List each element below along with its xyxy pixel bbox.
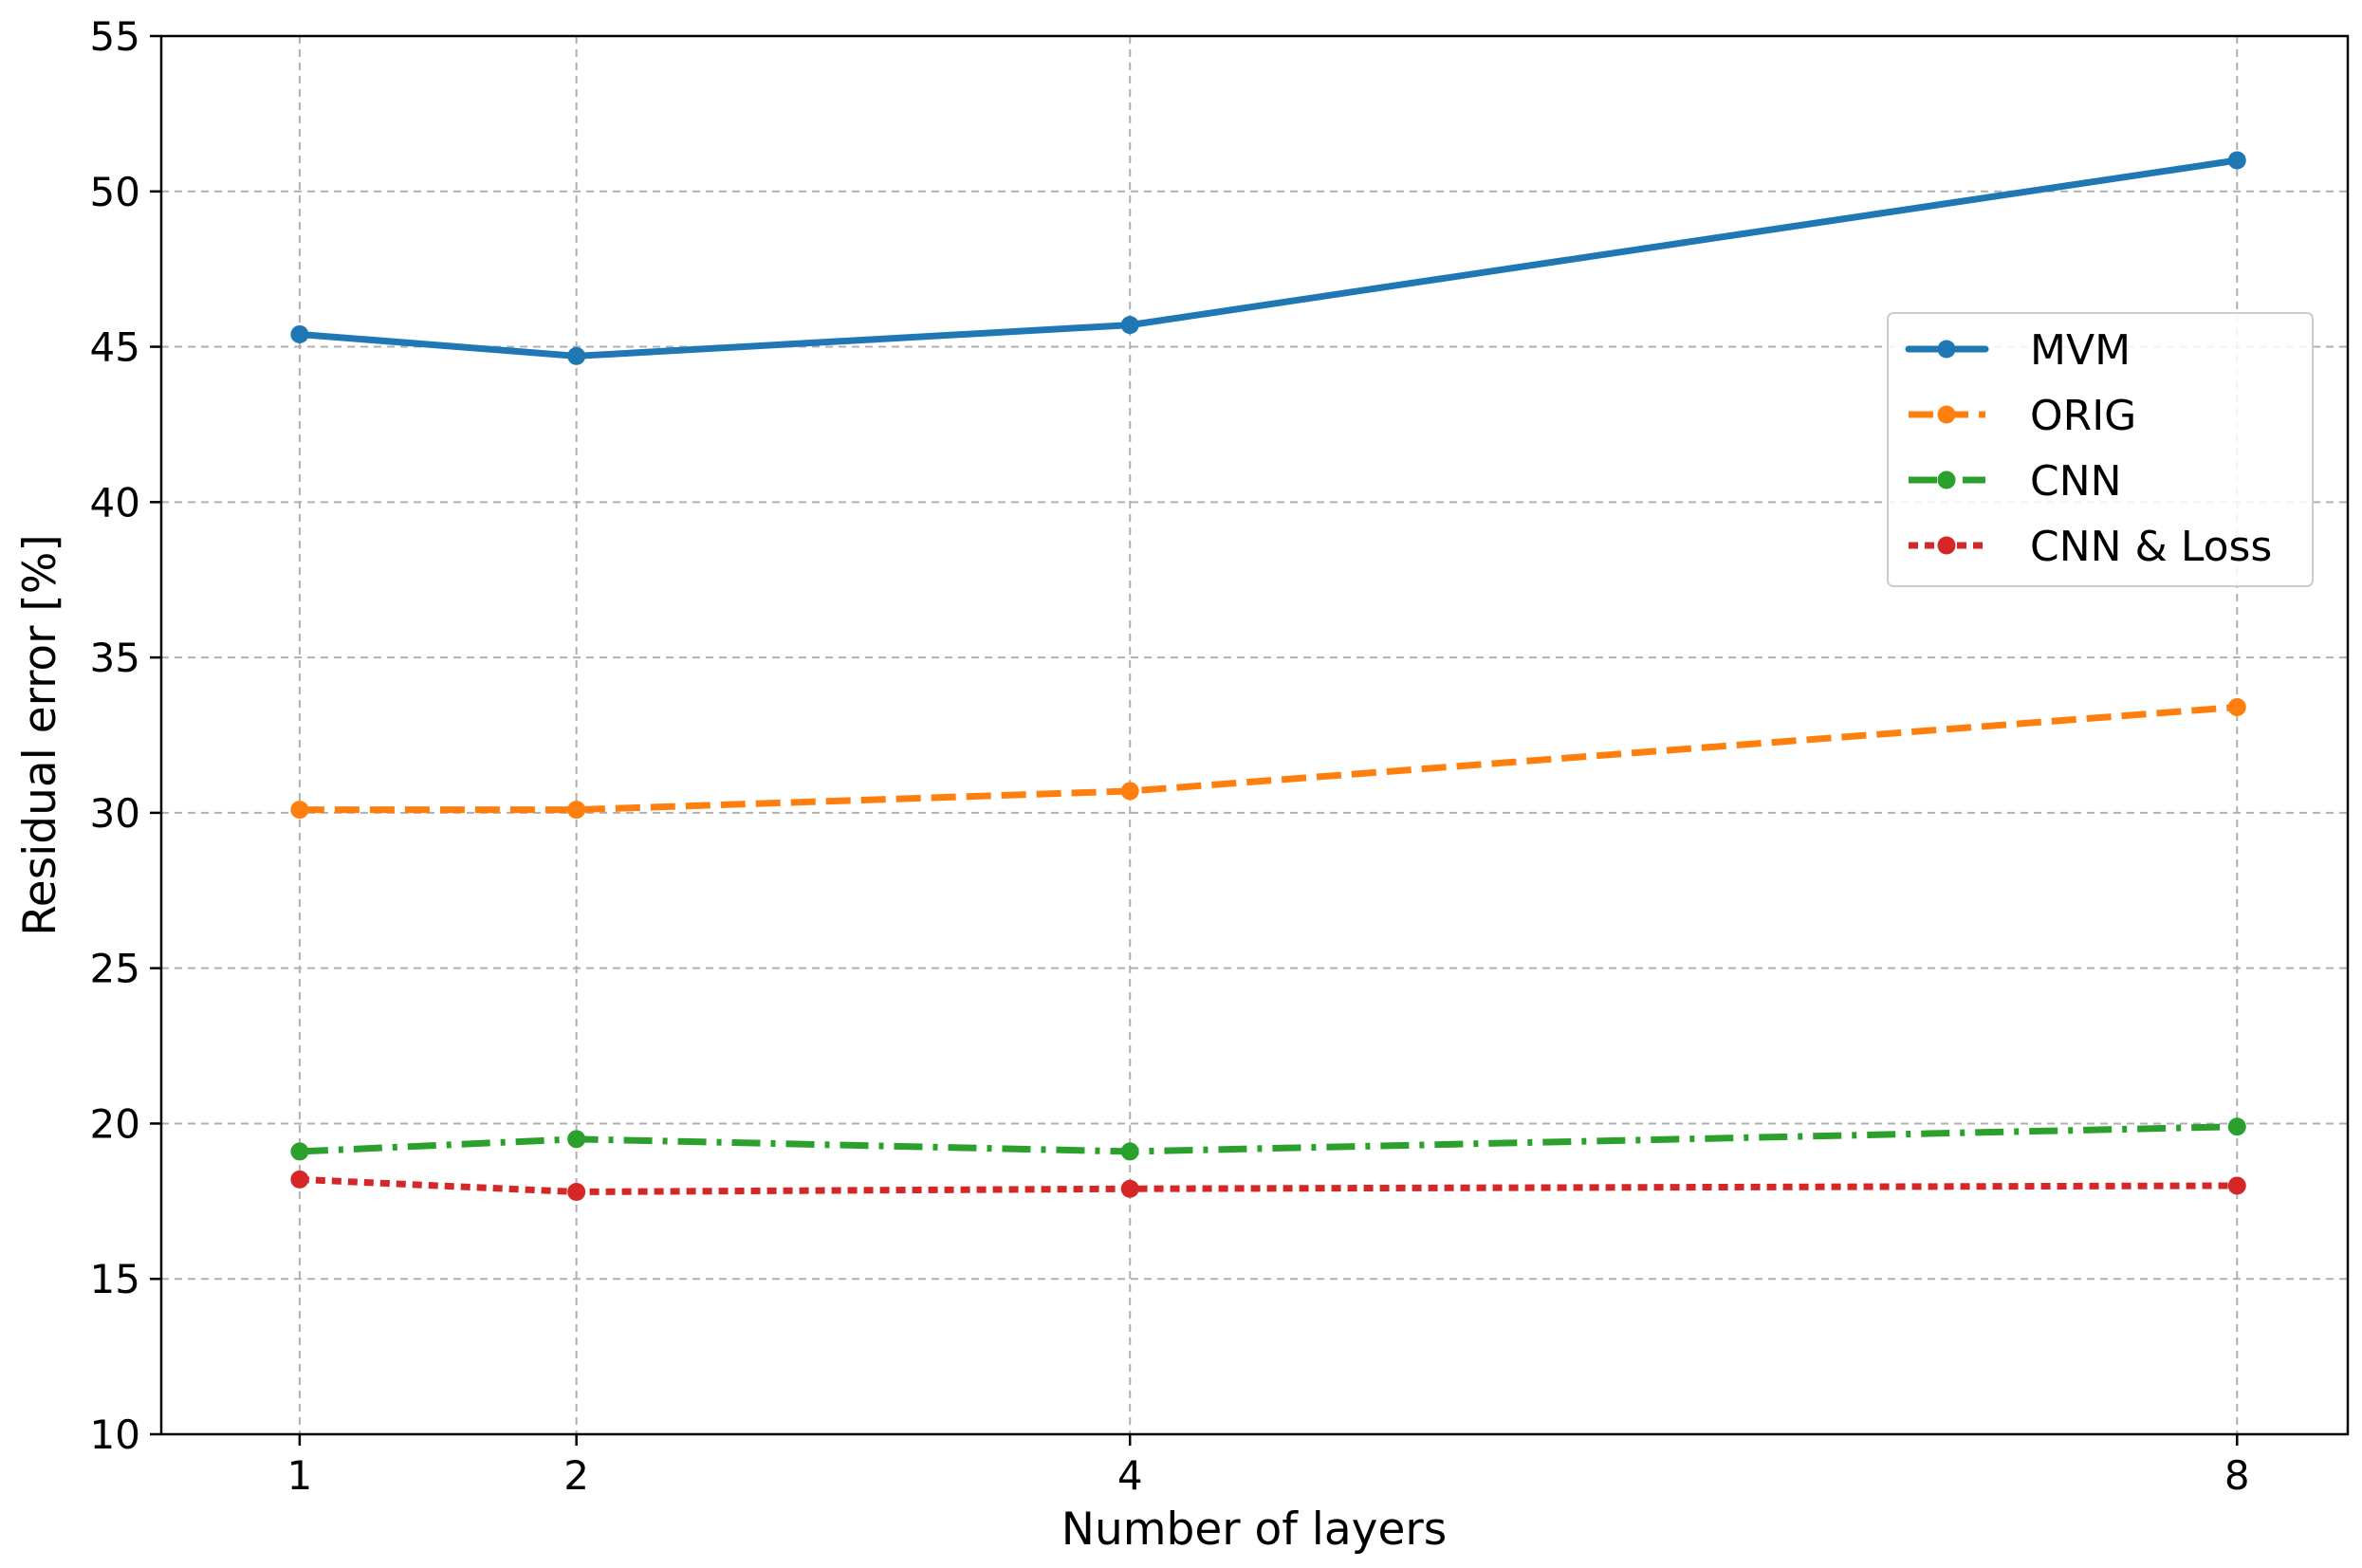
series-line: [299, 704, 2238, 814]
data-point: [290, 801, 309, 820]
plot-frame: [159, 34, 2350, 1436]
y-tick-label: 25: [90, 946, 140, 992]
x-axis-title: Number of layers: [1061, 1503, 1447, 1556]
y-tick-label: 35: [90, 635, 140, 681]
y-axis-title: Residual error [%]: [14, 534, 66, 935]
data-point: [567, 1130, 586, 1149]
y-tick-label: 10: [90, 1411, 140, 1458]
legend-marker: [1937, 470, 1956, 489]
data-point: [2227, 151, 2246, 170]
y-axis-ticks: 10 15 20 25 30 35 40 45 50 55: [90, 13, 161, 1458]
legend-label: ORIG: [2030, 392, 2136, 440]
data-point: [1120, 1142, 1139, 1161]
data-point: [2227, 1117, 2246, 1136]
x-axis-ticks: 1 2 4 8: [287, 1434, 2250, 1499]
legend-box: [1887, 312, 2314, 587]
data-point: [567, 346, 586, 365]
y-tick-label: 50: [90, 169, 140, 215]
legend-label: MVM: [2030, 326, 2131, 375]
data-point: [2227, 1176, 2246, 1195]
data-point: [290, 1142, 309, 1161]
data-point: [567, 801, 586, 820]
y-tick-label: 55: [90, 13, 140, 60]
y-tick-label: 40: [90, 479, 140, 526]
legend-marker: [1937, 405, 1956, 424]
x-tick-label: 1: [287, 1452, 313, 1499]
data-point: [2227, 698, 2246, 717]
legend: MVM ORIG CNN CNN & Loss: [1887, 312, 2314, 587]
data-point: [290, 1170, 309, 1189]
legend-label: CNN: [2030, 457, 2122, 506]
legend-label: CNN & Loss: [2030, 523, 2272, 571]
data-point: [1120, 782, 1139, 801]
data-point: [1120, 316, 1139, 335]
x-tick-label: 4: [1117, 1452, 1143, 1499]
y-tick-label: 15: [90, 1256, 140, 1302]
y-tick-label: 20: [90, 1100, 140, 1147]
data-point: [1120, 1179, 1139, 1198]
series-line: [299, 1175, 2238, 1196]
data-point: [290, 324, 309, 343]
grid-lines: [161, 35, 2348, 1435]
data-point: [567, 1183, 586, 1202]
x-tick-label: 2: [563, 1452, 589, 1499]
legend-marker: [1937, 536, 1956, 555]
series-line: [296, 157, 2241, 360]
y-tick-label: 30: [90, 790, 140, 837]
series-lines: [290, 151, 2246, 1202]
series-line: [299, 1123, 2238, 1155]
legend-marker: [1937, 340, 1956, 359]
y-tick-label: 45: [90, 324, 140, 371]
x-tick-label: 8: [2224, 1452, 2250, 1499]
